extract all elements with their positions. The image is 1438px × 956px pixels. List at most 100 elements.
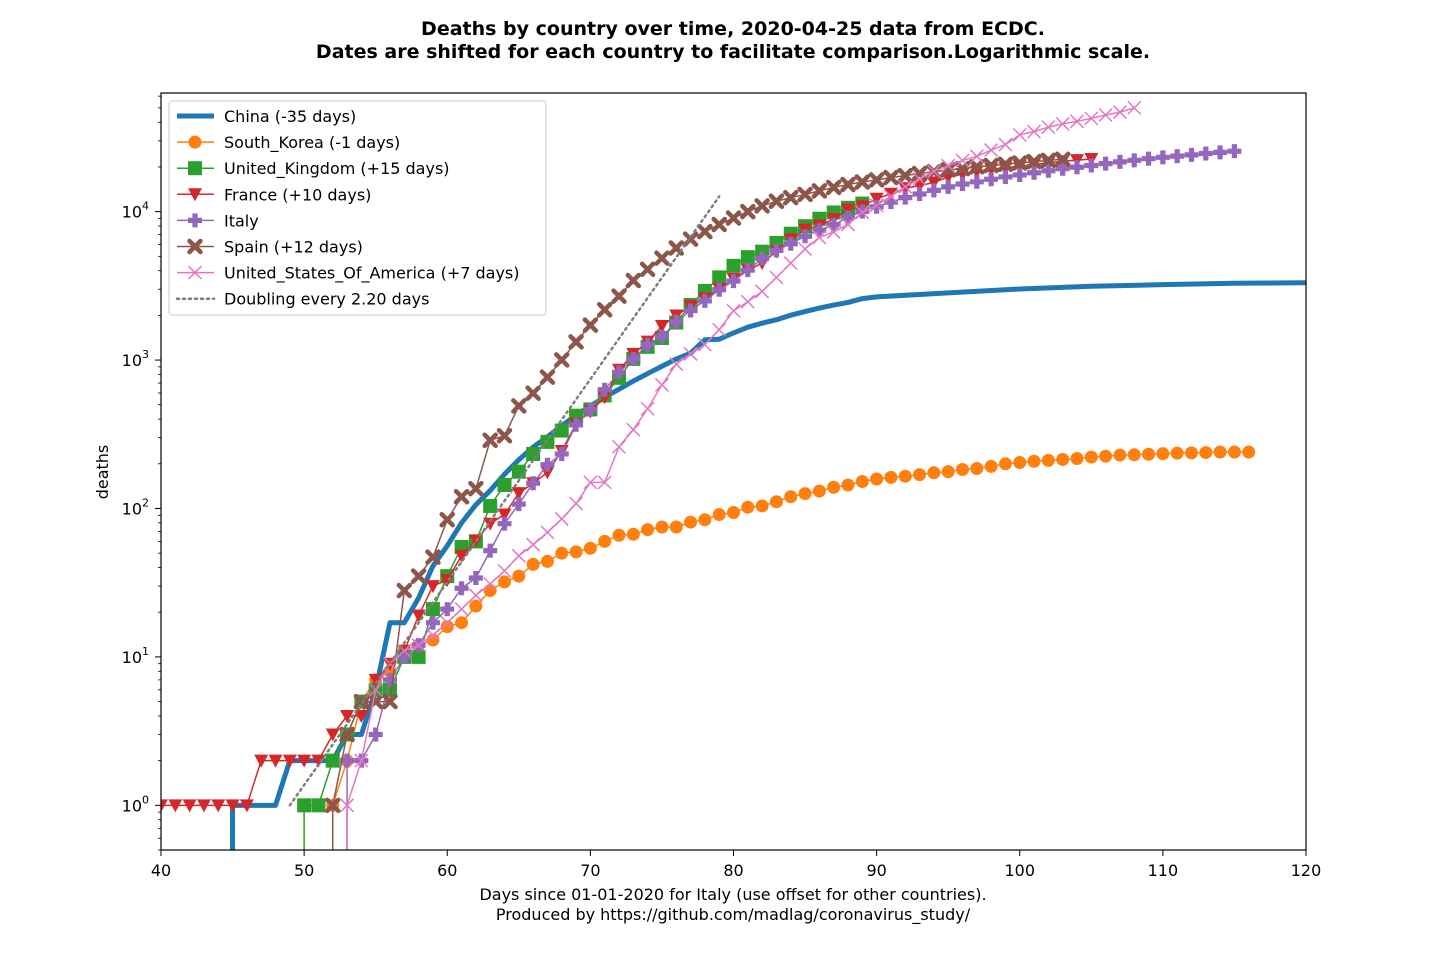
data-point xyxy=(454,581,469,596)
data-point xyxy=(955,176,970,191)
data-point xyxy=(483,584,497,598)
data-point xyxy=(711,216,727,233)
data-point xyxy=(597,475,612,490)
data-point xyxy=(698,513,712,527)
legend-marker xyxy=(188,135,202,149)
data-point xyxy=(726,258,741,273)
data-point xyxy=(712,282,727,297)
data-point xyxy=(697,223,713,240)
chart-title-line-1: Deaths by country over time, 2020-04-25 … xyxy=(421,18,1045,40)
series-line xyxy=(230,280,1306,850)
x-tick-label: 60 xyxy=(437,861,457,880)
legend-marker xyxy=(188,161,202,176)
legend: China (-35 days) South_Korea (-1 days) Uni… xyxy=(168,100,547,316)
data-point xyxy=(1054,151,1071,168)
data-point xyxy=(984,143,999,158)
x-tick-label: 40 xyxy=(151,861,171,880)
data-point xyxy=(841,478,855,492)
series-7 xyxy=(288,195,721,807)
legend-entry-4: Italy xyxy=(177,211,259,230)
data-point xyxy=(840,217,856,232)
data-point xyxy=(268,754,283,768)
data-point xyxy=(483,576,498,592)
data-point xyxy=(340,709,355,723)
data-point xyxy=(984,172,999,187)
data-point xyxy=(640,337,655,352)
data-point xyxy=(625,272,642,289)
data-point xyxy=(798,241,813,257)
data-point xyxy=(1098,107,1113,123)
data-point xyxy=(454,602,469,617)
legend-label: China (-35 days) xyxy=(224,107,356,126)
data-point xyxy=(811,183,828,199)
data-point xyxy=(1070,452,1084,466)
series-6 xyxy=(340,100,1142,850)
legend-box xyxy=(168,100,547,316)
data-point xyxy=(639,261,656,278)
data-point xyxy=(440,620,454,634)
data-point xyxy=(597,382,612,397)
data-point xyxy=(297,798,312,813)
x-tick-label: 50 xyxy=(294,861,314,880)
data-point xyxy=(883,187,898,201)
data-point xyxy=(755,499,769,513)
data-point xyxy=(854,174,871,190)
data-point xyxy=(869,192,884,206)
data-point xyxy=(161,799,168,813)
data-point xyxy=(1112,105,1127,120)
x-tick-label: 80 xyxy=(723,861,743,880)
legend-entry-5: Spain (+12 days) xyxy=(177,238,363,257)
data-point xyxy=(998,137,1013,152)
data-point xyxy=(511,548,526,563)
data-point xyxy=(654,377,669,392)
data-point xyxy=(497,563,512,578)
data-point xyxy=(182,799,197,813)
x-axis-label-line-1: Days since 01-01-2020 for Italy (use off… xyxy=(479,885,986,904)
data-point xyxy=(583,475,598,490)
data-point xyxy=(955,153,970,168)
data-point xyxy=(498,575,511,589)
data-point xyxy=(812,484,826,498)
data-point xyxy=(669,357,684,372)
legend-entry-0: China (-35 days) xyxy=(177,107,356,126)
data-point xyxy=(654,250,670,266)
data-point xyxy=(311,754,326,768)
data-point xyxy=(969,149,984,164)
data-point xyxy=(1127,153,1142,168)
legend-entry-1: South_Korea (-1 days) xyxy=(177,133,400,153)
data-point xyxy=(525,385,541,401)
data-point xyxy=(526,476,541,491)
legend-entry-7: Doubling every 2.20 days xyxy=(175,290,429,309)
data-point xyxy=(1012,155,1028,171)
data-point xyxy=(397,649,412,664)
data-point xyxy=(913,468,927,482)
data-point xyxy=(1127,100,1142,115)
data-point xyxy=(626,352,641,367)
data-point xyxy=(368,682,383,697)
x-tick-label: 120 xyxy=(1291,861,1322,880)
data-point xyxy=(826,217,841,232)
data-point xyxy=(354,753,369,768)
data-point xyxy=(1056,452,1070,466)
data-point xyxy=(582,317,599,333)
data-point xyxy=(997,156,1014,173)
data-point xyxy=(554,423,569,438)
data-point xyxy=(626,527,640,541)
data-point xyxy=(727,505,740,519)
data-point xyxy=(755,284,770,299)
data-point xyxy=(439,511,455,528)
data-point xyxy=(983,157,999,174)
data-point xyxy=(1012,167,1027,182)
data-point xyxy=(468,588,483,603)
data-point xyxy=(883,169,899,186)
data-point xyxy=(1084,450,1098,464)
data-point xyxy=(1084,158,1099,173)
data-point xyxy=(1198,146,1213,161)
data-point xyxy=(540,554,554,568)
plot-series-group xyxy=(161,100,1306,850)
series-1 xyxy=(326,445,1256,850)
data-point xyxy=(596,302,613,318)
data-point xyxy=(526,557,540,571)
data-point xyxy=(1227,445,1241,459)
